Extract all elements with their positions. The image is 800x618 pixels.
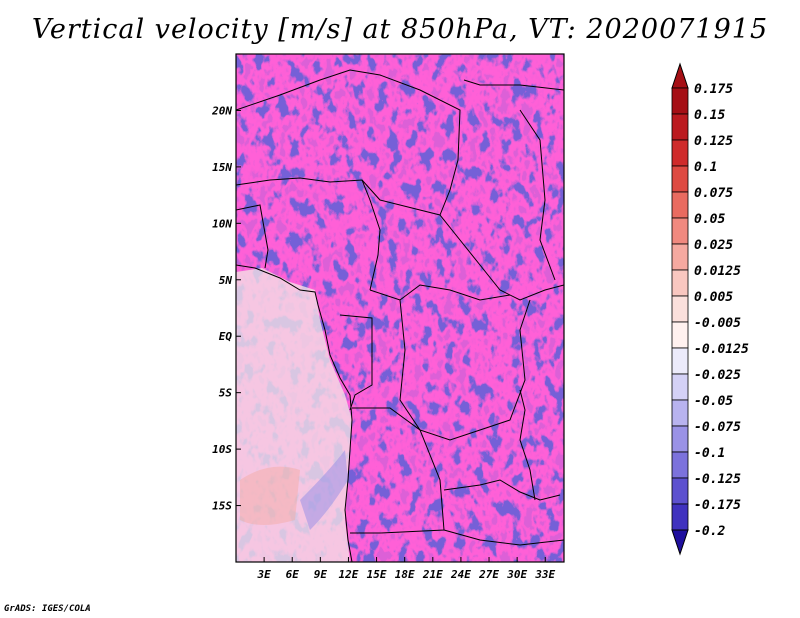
border-west	[236, 204, 269, 269]
coastline	[236, 264, 353, 562]
colorbar-swatch	[671, 165, 689, 193]
x-tick-label: 3E	[256, 568, 271, 581]
colorbar-label: -0.125	[694, 472, 741, 487]
x-tick-label: 15E	[367, 568, 387, 581]
y-tick-label: 10N	[212, 217, 232, 230]
x-tick-label: 9E	[314, 568, 328, 581]
colorbar-swatch	[671, 373, 689, 401]
border-car	[369, 284, 511, 301]
ocean-blue-streak	[300, 450, 348, 530]
colorbar-swatch	[671, 87, 689, 115]
x-tick-label: 30E	[506, 568, 527, 581]
border-ne	[463, 79, 564, 91]
x-tick-label: 27E	[478, 568, 499, 581]
x-tick-label: 21E	[422, 568, 443, 581]
colorbar-label: -0.05	[694, 394, 733, 409]
plot-frame	[235, 53, 565, 563]
country-borders	[236, 69, 564, 562]
colorbar-label: 0.125	[694, 134, 733, 149]
border-east	[519, 109, 556, 281]
grads-credit: GrADS: IGES/COLA	[4, 604, 91, 614]
x-tick-label: 24E	[450, 568, 471, 581]
y-tick-label: EQ	[219, 330, 233, 343]
colorbar-swatch	[671, 399, 689, 427]
colorbar-label: -0.1	[694, 446, 725, 461]
border-mid	[361, 179, 441, 216]
colorbar-label: -0.0125	[694, 342, 749, 357]
colorbar-label: -0.175	[694, 498, 741, 513]
colorbar-swatch	[671, 347, 689, 375]
colorbar-swatch	[671, 243, 689, 271]
y-tick-label: 10S	[212, 443, 232, 456]
x-tick-label: 6E	[286, 568, 300, 581]
x-axis: 3E 6E 9E 12E 15E 18E 21E 24E 27E 30E 33E	[256, 557, 556, 581]
x-tick-label: 33E	[534, 568, 555, 581]
border-lake	[519, 389, 536, 501]
colorbar-label: 0.0125	[694, 264, 741, 279]
colorbar-swatch	[671, 139, 689, 167]
y-tick-label: 20N	[211, 104, 232, 117]
ocean-pink-patch	[240, 466, 300, 525]
x-tick-label: 18E	[395, 568, 415, 581]
colorbar-label: -0.075	[694, 420, 741, 435]
map-field	[236, 54, 564, 562]
colorbar-under-arrow	[671, 529, 689, 556]
border-north	[236, 69, 461, 161]
x-tick-label: 12E	[339, 568, 359, 581]
colorbar-label: 0.025	[694, 238, 733, 253]
colorbar-label: -0.005	[694, 316, 741, 331]
colorbar-swatch	[671, 425, 689, 453]
border-drc	[399, 299, 531, 441]
colorbar-label: 0.075	[694, 186, 733, 201]
border-angola	[350, 407, 445, 534]
y-tick-label: 15S	[212, 500, 232, 513]
border-chad	[439, 159, 564, 301]
colorbar-swatch	[671, 217, 689, 245]
colorbar-label: 0.05	[694, 212, 725, 227]
y-axis: 20N 15N 10N 5N EQ 5S 10S 15S	[211, 104, 241, 513]
y-tick-label: 5S	[219, 387, 233, 400]
colorbar-swatch	[671, 113, 689, 141]
colorbar-label: 0.175	[694, 82, 733, 97]
colorbar-label: -0.025	[694, 368, 741, 383]
border-south	[443, 529, 564, 546]
border-zambia	[443, 479, 561, 501]
chart-title: Vertical velocity [m/s] at 850hPa, VT: 2…	[31, 14, 769, 45]
colorbar-label: 0.15	[694, 108, 725, 123]
colorbar-swatch	[671, 295, 689, 323]
y-tick-label: 5N	[219, 274, 233, 287]
colorbar-label: -0.2	[694, 524, 725, 539]
colorbar-swatch	[671, 477, 689, 505]
colorbar-label: 0.1	[694, 160, 717, 175]
colorbar-swatch	[671, 321, 689, 349]
y-tick-label: 15N	[212, 161, 232, 174]
colorbar-swatch	[671, 451, 689, 479]
border-congo	[339, 314, 373, 411]
colorbar-label: 0.005	[694, 290, 733, 305]
colorbar-swatch	[671, 191, 689, 219]
colorbar-swatch	[671, 503, 689, 531]
colorbar-swatch	[671, 269, 689, 297]
colorbar-over-arrow	[671, 62, 689, 89]
colorbar: 0.175 0.15 0.125 0.1 0.075 0.05 0.025 0.0125 0.0…	[671, 62, 749, 556]
